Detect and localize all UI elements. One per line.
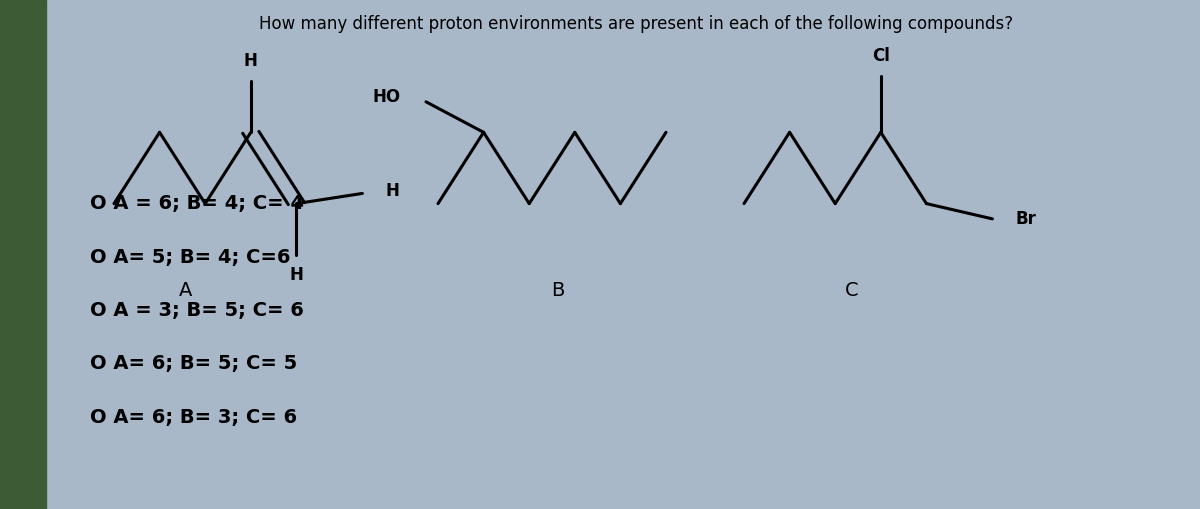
Text: HO: HO bbox=[372, 88, 401, 106]
Text: O A= 5; B= 4; C=6: O A= 5; B= 4; C=6 bbox=[90, 247, 290, 267]
Text: O A= 6; B= 3; C= 6: O A= 6; B= 3; C= 6 bbox=[90, 408, 298, 427]
Text: H: H bbox=[385, 182, 400, 200]
Text: How many different proton environments are present in each of the following comp: How many different proton environments a… bbox=[259, 15, 1013, 33]
Text: H: H bbox=[289, 266, 304, 284]
Text: A: A bbox=[179, 280, 193, 300]
Text: B: B bbox=[551, 280, 565, 300]
Text: C: C bbox=[845, 280, 859, 300]
Text: Cl: Cl bbox=[872, 47, 889, 65]
Text: H: H bbox=[244, 52, 258, 70]
Text: Br: Br bbox=[1015, 210, 1037, 228]
Text: O A= 6; B= 5; C= 5: O A= 6; B= 5; C= 5 bbox=[90, 354, 298, 374]
Text: O A = 3; B= 5; C= 6: O A = 3; B= 5; C= 6 bbox=[90, 301, 304, 320]
Text: O A = 6; B= 4; C= 4: O A = 6; B= 4; C= 4 bbox=[90, 194, 304, 213]
